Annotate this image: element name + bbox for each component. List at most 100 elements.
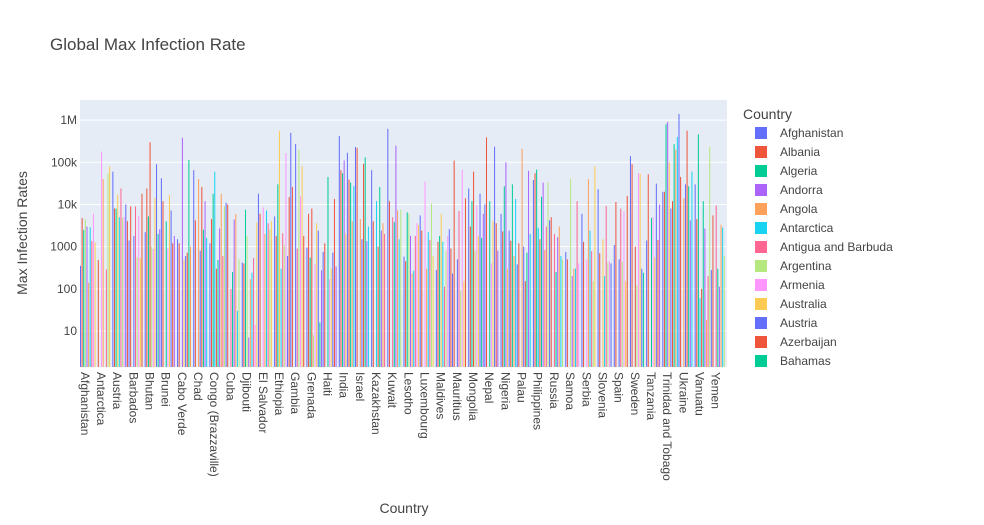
bar <box>414 235 416 367</box>
legend-item-label[interactable]: Bahamas <box>780 354 831 368</box>
legend-swatch[interactable] <box>755 355 767 367</box>
legend-swatch[interactable] <box>755 184 767 196</box>
bar <box>553 233 555 367</box>
bar <box>672 201 674 367</box>
bar <box>571 276 573 367</box>
legend-item-label[interactable]: Austria <box>780 316 818 330</box>
bar <box>128 240 130 367</box>
bar <box>537 227 539 367</box>
bar <box>178 243 180 367</box>
bar <box>253 257 255 367</box>
legend-item-label[interactable]: Angola <box>780 202 818 216</box>
legend-swatch[interactable] <box>755 317 767 329</box>
bar <box>629 156 631 367</box>
x-tick-label: Luxembourg <box>418 372 432 439</box>
x-tick-label: Kuwait <box>385 372 399 409</box>
bar <box>429 239 431 367</box>
x-axis-title: Country <box>379 500 428 516</box>
x-tick-label: Nepal <box>482 372 496 403</box>
bar <box>605 205 607 367</box>
bar <box>437 241 439 367</box>
bar <box>277 184 279 367</box>
x-tick-label: Spain <box>612 372 626 403</box>
x-tick-label: Congo (Brazzaville) <box>207 372 221 477</box>
bar <box>372 221 374 367</box>
legend-swatch[interactable] <box>755 222 767 234</box>
bar <box>599 253 601 367</box>
bar <box>489 201 491 367</box>
legend-item-label[interactable]: Armenia <box>780 278 825 292</box>
bar <box>361 239 363 367</box>
legend-item-label[interactable]: Algeria <box>780 164 818 178</box>
bar <box>426 268 428 367</box>
x-tick-label: Lesotho <box>401 372 415 415</box>
bar <box>256 222 258 367</box>
bar <box>625 281 627 367</box>
bar <box>167 248 169 367</box>
bar <box>94 242 96 367</box>
bar <box>152 248 154 367</box>
bar <box>168 194 170 367</box>
bar <box>665 124 667 367</box>
legend-swatch[interactable] <box>755 146 767 158</box>
legend-item-label[interactable]: Azerbaijan <box>780 335 837 349</box>
bar <box>471 201 473 367</box>
legend-swatch[interactable] <box>755 165 767 177</box>
bar <box>379 186 381 367</box>
bar <box>333 198 335 367</box>
legend-item-label[interactable]: Argentina <box>780 259 832 273</box>
bar <box>149 142 151 367</box>
bar <box>291 186 293 367</box>
bar <box>406 212 408 367</box>
bar <box>583 241 585 367</box>
legend-swatch[interactable] <box>755 298 767 310</box>
bar <box>181 137 183 367</box>
bar <box>212 193 214 367</box>
bar <box>529 233 531 367</box>
legend-item-label[interactable]: Antigua and Barbuda <box>780 240 893 254</box>
bar <box>177 239 179 367</box>
bar <box>223 206 225 367</box>
legend-swatch[interactable] <box>755 279 767 291</box>
bar <box>686 130 688 367</box>
bar <box>608 261 610 367</box>
legend-item-label[interactable]: Antarctica <box>780 221 834 235</box>
bar <box>673 144 675 367</box>
bar <box>464 198 466 367</box>
bar <box>570 179 572 367</box>
bar <box>494 146 496 367</box>
legend-swatch[interactable] <box>755 203 767 215</box>
bar <box>539 239 541 367</box>
bar <box>317 230 319 367</box>
legend-swatch[interactable] <box>755 241 767 253</box>
legend-item-label[interactable]: Albania <box>780 145 820 159</box>
legend-swatch[interactable] <box>755 336 767 348</box>
bar <box>524 281 526 367</box>
legend-item-label[interactable]: Australia <box>780 297 827 311</box>
bar <box>185 255 187 367</box>
bar <box>206 238 208 367</box>
bar <box>502 231 504 367</box>
bar <box>683 198 685 367</box>
bar <box>86 226 88 367</box>
bar <box>623 211 625 367</box>
legend-swatch[interactable] <box>755 260 767 272</box>
bar <box>511 184 513 367</box>
bar <box>338 136 340 367</box>
x-tick-label: India <box>337 372 351 398</box>
legend-item-label[interactable]: Afghanistan <box>780 126 843 140</box>
bar <box>299 196 301 367</box>
bar <box>589 230 591 367</box>
legend-swatch[interactable] <box>755 127 767 139</box>
bar <box>565 251 567 367</box>
bar <box>646 240 648 367</box>
bar <box>198 179 200 367</box>
bar <box>620 208 622 367</box>
bar <box>615 201 617 367</box>
bar <box>151 246 153 367</box>
legend-item-label[interactable]: Andorra <box>780 183 823 197</box>
bar <box>458 211 460 367</box>
bar <box>220 193 222 367</box>
bar <box>321 270 323 367</box>
bar <box>453 160 455 367</box>
